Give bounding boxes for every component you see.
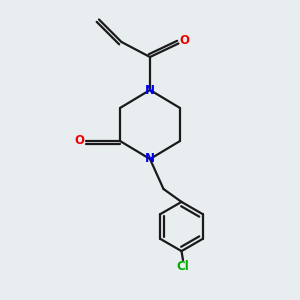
Text: Cl: Cl [177, 260, 189, 273]
Text: N: N [145, 152, 155, 166]
Text: O: O [179, 34, 190, 47]
Text: O: O [74, 134, 85, 148]
Text: N: N [145, 83, 155, 97]
